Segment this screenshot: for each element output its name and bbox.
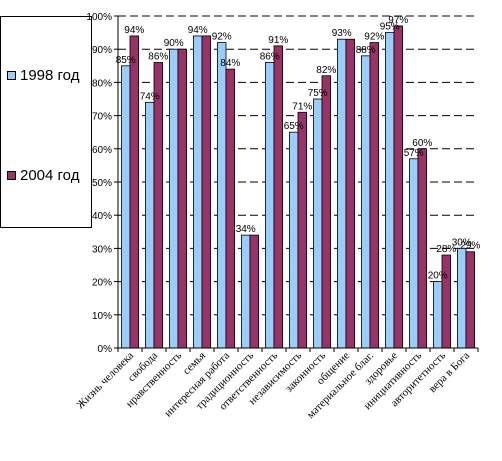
bar-2004: [297, 111, 308, 349]
y-tick-label: 30%: [92, 244, 112, 255]
bar-2004: [321, 75, 332, 349]
bar-2004: [465, 251, 476, 349]
bar-2004: [393, 25, 404, 349]
legend-item-2004: 2004 год: [7, 167, 79, 184]
y-tick-label: 70%: [92, 112, 112, 123]
bar-1998: [288, 131, 299, 349]
bar-1998: [144, 101, 155, 349]
legend-swatch-2004: [7, 171, 16, 180]
legend-label-1998: 1998 год: [20, 67, 80, 84]
legend-item-1998: 1998 год: [7, 67, 79, 84]
bar-1998: [168, 48, 179, 349]
data-label: 74%: [140, 91, 160, 102]
y-tick-label: 100%: [86, 12, 112, 23]
data-label: 86%: [148, 51, 168, 62]
bar-1998: [216, 42, 227, 349]
data-label: 90%: [164, 38, 184, 49]
bar-1998: [336, 38, 347, 349]
data-label: 20%: [428, 271, 448, 282]
bar-1998: [240, 234, 251, 349]
y-tick-label: 50%: [92, 178, 112, 189]
legend-swatch-1998: [7, 71, 16, 80]
y-tick-label: 40%: [92, 211, 112, 222]
bar-2004: [273, 45, 284, 349]
bar-1998: [121, 65, 131, 349]
bar-2004: [441, 254, 452, 349]
legend: 1998 год 2004 год: [0, 16, 92, 228]
data-label: 94%: [188, 25, 208, 36]
data-label: 57%: [404, 148, 424, 159]
data-label: 88%: [356, 45, 376, 56]
data-label: 82%: [316, 65, 336, 76]
y-tick-label: 90%: [92, 45, 112, 56]
y-tick-label: 10%: [92, 311, 112, 322]
bar-2004: [369, 42, 380, 349]
bar-1998: [408, 158, 419, 349]
data-label: 30%: [452, 237, 472, 248]
data-label: 75%: [308, 88, 328, 99]
bar-1998: [384, 32, 395, 349]
bar-2004: [129, 35, 140, 349]
legend-label-2004: 2004 год: [20, 167, 80, 184]
bar-2004: [417, 148, 428, 349]
y-tick-label: 20%: [92, 278, 112, 289]
data-label: 97%: [388, 15, 408, 26]
data-label: 60%: [412, 138, 432, 149]
bar-1998: [192, 35, 203, 349]
data-label: 34%: [236, 224, 256, 235]
data-label: 92%: [212, 32, 232, 43]
data-label: 92%: [364, 32, 384, 43]
bar-2004: [249, 234, 260, 349]
data-label: 91%: [268, 35, 288, 46]
bar-2004: [153, 62, 164, 349]
data-label: 94%: [124, 25, 144, 36]
data-label: 95%: [380, 22, 400, 33]
data-label: 86%: [260, 51, 280, 62]
data-label: 93%: [332, 28, 352, 39]
bar-1998: [360, 55, 371, 349]
bar-2004: [345, 38, 356, 349]
bar-1998: [432, 281, 443, 349]
data-label: 84%: [220, 58, 240, 69]
bar-1998: [456, 247, 467, 349]
bar-2004: [201, 35, 212, 349]
bar-1998: [312, 98, 323, 349]
data-label: 29%: [460, 241, 480, 252]
data-label: 28%: [436, 244, 456, 255]
y-tick-label: 80%: [92, 78, 112, 89]
y-tick-label: 60%: [92, 145, 112, 156]
bar-2004: [177, 48, 188, 349]
bar-1998: [264, 62, 275, 349]
data-label: 71%: [292, 101, 312, 112]
y-tick-label: 0%: [98, 344, 113, 355]
bar-2004: [225, 68, 236, 349]
data-label: 65%: [284, 121, 304, 132]
data-label: 85%: [116, 55, 136, 66]
